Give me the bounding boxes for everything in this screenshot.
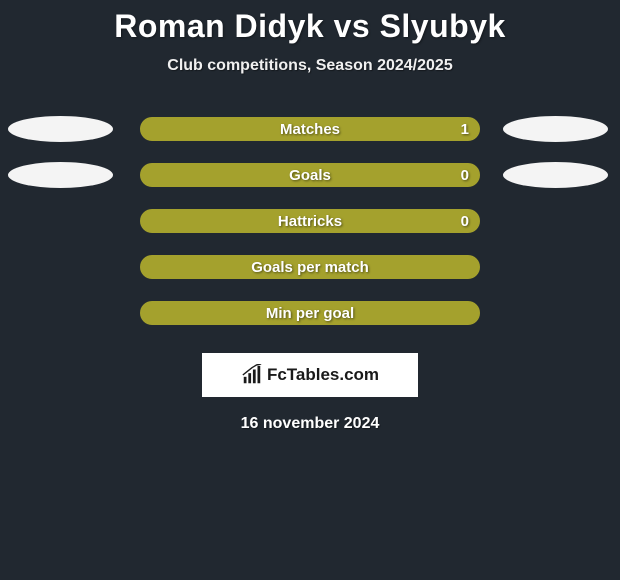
stat-value: 0 xyxy=(461,167,469,184)
brand-badge[interactable]: FcTables.com xyxy=(202,353,418,397)
stat-value: 0 xyxy=(461,213,469,230)
stat-label: Matches xyxy=(141,121,479,138)
stat-pill: Min per goal xyxy=(140,301,480,325)
stat-row: Goals per match xyxy=(0,253,620,299)
stat-pill: Matches1 xyxy=(140,117,480,141)
chart-icon xyxy=(241,364,263,386)
player-left-marker xyxy=(8,162,113,188)
date-label: 16 november 2024 xyxy=(0,415,620,433)
stat-row: Hattricks0 xyxy=(0,207,620,253)
stat-label: Min per goal xyxy=(141,305,479,322)
stat-label: Goals per match xyxy=(141,259,479,276)
page-subtitle: Club competitions, Season 2024/2025 xyxy=(0,57,620,75)
player-left-marker xyxy=(8,116,113,142)
stat-label: Hattricks xyxy=(141,213,479,230)
player-right-marker xyxy=(503,116,608,142)
stat-row: Goals0 xyxy=(0,161,620,207)
stat-pill: Goals per match xyxy=(140,255,480,279)
brand-label: FcTables.com xyxy=(267,365,379,385)
stat-row: Matches1 xyxy=(0,115,620,161)
player-right-marker xyxy=(503,162,608,188)
page-title: Roman Didyk vs Slyubyk xyxy=(0,0,620,45)
stat-row: Min per goal xyxy=(0,299,620,345)
stat-label: Goals xyxy=(141,167,479,184)
stat-pill: Goals0 xyxy=(140,163,480,187)
stat-pill: Hattricks0 xyxy=(140,209,480,233)
stat-value: 1 xyxy=(461,121,469,138)
stats-container: Matches1Goals0Hattricks0Goals per matchM… xyxy=(0,115,620,345)
